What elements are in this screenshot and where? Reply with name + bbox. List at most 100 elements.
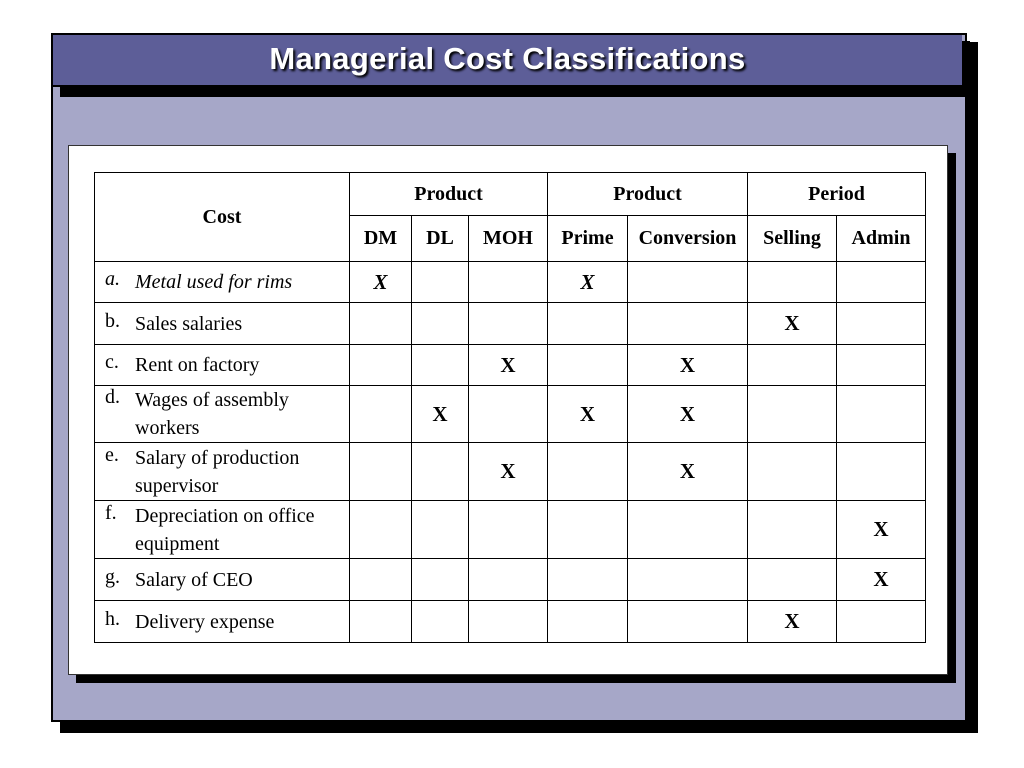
cost-description: Depreciation on office equipment (135, 504, 315, 555)
classification-cell (349, 600, 412, 643)
classification-cell: X (547, 261, 628, 303)
column-header: Selling (747, 215, 837, 262)
classification-cell (836, 600, 926, 643)
classification-cell (836, 261, 926, 303)
slide-title: Managerial Cost Classifications (269, 41, 746, 76)
classification-cell (547, 344, 628, 386)
classification-cell (349, 344, 412, 386)
classification-cell (627, 600, 748, 643)
classification-cell: X (468, 344, 548, 386)
table-row: a. Metal used for rims X X (94, 261, 926, 303)
classification-cell (547, 558, 628, 601)
cost-description: Delivery expense (135, 610, 275, 633)
group-header-product-costs: Product (349, 172, 548, 216)
cost-column-header: Cost (94, 172, 350, 262)
classification-cell (836, 385, 926, 443)
classification-cell (547, 500, 628, 559)
table-row: g. Salary of CEO X (94, 558, 926, 601)
classification-cell (468, 600, 548, 643)
group-header-period: Period (747, 172, 926, 216)
classification-cell (747, 500, 837, 559)
cost-classification-table: Cost Product Product Period DM DL MOH Pr… (94, 172, 926, 643)
table-panel: Cost Product Product Period DM DL MOH Pr… (68, 145, 948, 675)
classification-cell (411, 442, 469, 501)
classification-cell (349, 558, 412, 601)
classification-cell (411, 500, 469, 559)
classification-cell (627, 302, 748, 345)
group-header-row: Cost Product Product Period (94, 172, 926, 262)
classification-cell (468, 500, 548, 559)
cost-cell: g. Salary of CEO (94, 558, 350, 601)
classification-cell (411, 558, 469, 601)
classification-cell (349, 302, 412, 345)
classification-cell (349, 500, 412, 559)
classification-cell (468, 558, 548, 601)
classification-cell: X (836, 500, 926, 559)
cost-description: Metal used for rims (135, 271, 293, 293)
classification-cell: X (747, 302, 837, 345)
row-letter: a. (105, 268, 120, 290)
classification-cell (411, 600, 469, 643)
cost-description: Sales salaries (135, 312, 243, 335)
row-letter: d. (105, 386, 120, 408)
group-header-product-combos: Product (547, 172, 748, 216)
classification-cell (747, 442, 837, 501)
classification-cell (349, 442, 412, 501)
title-bar: Managerial Cost Classifications (53, 35, 962, 87)
classification-cell (547, 600, 628, 643)
classification-cell (411, 302, 469, 345)
classification-cell (411, 261, 469, 303)
classification-cell (468, 385, 548, 443)
table-row: d. Wages of assembly workers X X X (94, 385, 926, 443)
classification-cell (627, 558, 748, 601)
column-header: MOH (468, 215, 548, 262)
table-row: b. Sales salaries X (94, 302, 926, 345)
cost-cell: e. Salary of production supervisor (94, 442, 350, 501)
row-letter: b. (105, 309, 120, 332)
column-header: Prime (547, 215, 628, 262)
classification-cell (411, 344, 469, 386)
column-header: DM (349, 215, 412, 262)
classification-cell: X (627, 344, 748, 386)
cost-cell: h. Delivery expense (94, 600, 350, 643)
classification-cell (836, 344, 926, 386)
classification-cell (836, 302, 926, 345)
cost-cell: c. Rent on factory (94, 344, 350, 386)
classification-cell (547, 302, 628, 345)
row-letter: c. (105, 351, 119, 373)
cost-cell: d. Wages of assembly workers (94, 385, 350, 443)
classification-cell (468, 302, 548, 345)
classification-cell (627, 261, 748, 303)
classification-cell (349, 385, 412, 443)
cost-cell: b. Sales salaries (94, 302, 350, 345)
classification-cell: X (468, 442, 548, 501)
table-row: f. Depreciation on office equipment X (94, 500, 926, 559)
column-header: Conversion (627, 215, 748, 262)
classification-cell (747, 558, 837, 601)
column-header: Admin (836, 215, 926, 262)
classification-cell (836, 442, 926, 501)
cost-description: Rent on factory (135, 354, 260, 376)
classification-cell: X (747, 600, 837, 643)
classification-cell: X (547, 385, 628, 443)
classification-cell: X (349, 261, 412, 303)
table-row: e. Salary of production supervisor X X (94, 442, 926, 501)
cost-description: Wages of assembly workers (135, 389, 289, 439)
classification-cell: X (627, 385, 748, 443)
row-letter: e. (105, 443, 119, 466)
classification-cell (547, 442, 628, 501)
classification-cell: X (411, 385, 469, 443)
classification-cell (747, 344, 837, 386)
cost-cell: f. Depreciation on office equipment (94, 500, 350, 559)
row-letter: h. (105, 607, 120, 630)
cost-description: Salary of CEO (135, 568, 253, 591)
classification-cell (627, 500, 748, 559)
classification-cell: X (836, 558, 926, 601)
cost-description: Salary of production supervisor (135, 446, 300, 497)
classification-cell (468, 261, 548, 303)
column-header-row: DM DL MOH Prime Conversion Selling Admin (95, 215, 926, 262)
table-row: c. Rent on factory X X (94, 344, 926, 386)
classification-cell: X (627, 442, 748, 501)
row-letter: f. (105, 501, 117, 524)
